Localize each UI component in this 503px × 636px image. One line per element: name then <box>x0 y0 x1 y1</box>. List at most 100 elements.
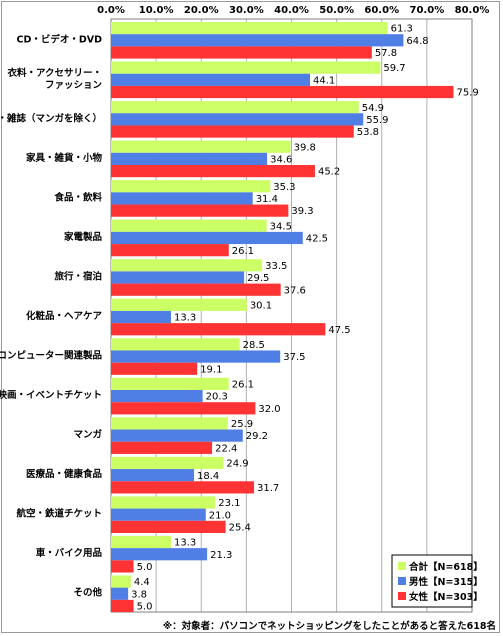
data-label: 3.8 <box>131 589 147 600</box>
bar <box>111 271 245 284</box>
category-label: 衣料・アクセサリー・ <box>7 67 102 79</box>
bar <box>111 259 263 272</box>
bar <box>111 390 203 403</box>
legend-entry: 女性【N=303】 <box>409 591 483 603</box>
data-label: 45.2 <box>318 167 340 178</box>
bar <box>111 73 311 86</box>
x-tick-label: 50.0% <box>319 5 354 16</box>
data-label: 47.5 <box>328 325 350 336</box>
data-label: 33.5 <box>265 261 287 272</box>
bar <box>111 165 315 178</box>
x-tick-label: 0.0% <box>97 5 125 16</box>
data-label: 42.5 <box>306 234 328 245</box>
bar <box>111 535 172 549</box>
bar <box>111 85 454 99</box>
bar <box>111 469 195 482</box>
data-label: 34.6 <box>270 155 292 166</box>
data-label: 29.5 <box>247 273 269 284</box>
data-label: 25.9 <box>231 419 253 430</box>
category-label: コンピューター関連製品 <box>0 350 102 362</box>
data-label: 24.9 <box>226 459 248 470</box>
bar <box>111 323 326 336</box>
bar <box>111 204 289 217</box>
bar <box>111 441 213 454</box>
category-label: 食品・飲料 <box>53 191 102 203</box>
bar <box>111 402 256 415</box>
category-label: 車・バイク用品 <box>36 547 102 559</box>
legend-swatch <box>398 592 406 600</box>
data-label: 31.7 <box>257 483 279 494</box>
data-label: 26.1 <box>232 246 254 257</box>
data-label: 35.3 <box>273 182 295 193</box>
x-tick-label: 30.0% <box>229 5 264 16</box>
category-label: 家具・雑貨・小物 <box>26 152 103 164</box>
data-label: 20.3 <box>206 392 228 403</box>
bar <box>111 125 354 138</box>
x-tick-label: 80.0% <box>455 5 490 16</box>
data-label: 18.4 <box>197 471 219 482</box>
bar <box>111 34 404 47</box>
category-label: 家電製品 <box>64 231 102 243</box>
data-label: 59.7 <box>383 63 405 74</box>
data-label: 32.0 <box>258 404 280 415</box>
bar <box>111 520 226 533</box>
bar <box>111 429 243 442</box>
bar <box>111 350 281 363</box>
bar <box>111 219 267 232</box>
category-label: その他 <box>73 587 102 599</box>
category-label: 旅行・宿泊 <box>54 270 102 282</box>
data-label: 5.0 <box>137 562 153 573</box>
data-label: 39.3 <box>291 206 313 217</box>
bar <box>111 575 131 588</box>
bar <box>111 180 271 193</box>
category-label: 書籍・雑誌（マンガを除く） <box>0 112 102 124</box>
category-label: ファッション <box>45 80 102 91</box>
bar <box>111 599 134 613</box>
bar <box>111 481 255 494</box>
bar <box>111 283 281 296</box>
bar <box>111 152 268 165</box>
legend-swatch <box>398 577 406 585</box>
data-label: 19.1 <box>200 364 222 375</box>
data-label: 37.6 <box>284 285 306 296</box>
data-label: 53.8 <box>357 127 379 138</box>
category-label: マンガ <box>73 429 102 441</box>
data-label: 30.1 <box>250 300 272 311</box>
x-tick-label: 10.0% <box>139 5 174 16</box>
legend-entry: 合計【N=618】 <box>409 561 483 573</box>
data-label: 57.8 <box>375 48 397 59</box>
bar <box>111 548 208 561</box>
bar <box>111 46 372 59</box>
category-label: 化粧品・ヘアケア <box>26 310 103 322</box>
data-label: 44.1 <box>313 75 335 86</box>
data-label: 55.9 <box>366 115 388 126</box>
data-label: 13.3 <box>174 538 196 549</box>
legend-swatch <box>398 562 406 570</box>
x-tick-label: 70.0% <box>410 5 445 16</box>
bar <box>111 417 228 430</box>
x-tick-label: 40.0% <box>274 5 309 16</box>
bar <box>111 560 134 573</box>
data-label: 26.1 <box>232 380 254 391</box>
data-label: 37.5 <box>283 352 305 363</box>
bar <box>111 362 198 375</box>
bar <box>111 101 359 114</box>
x-tick-label: 60.0% <box>364 5 399 16</box>
bar <box>111 140 291 153</box>
data-label: 5.0 <box>137 602 153 613</box>
bar <box>111 456 224 470</box>
data-label: 75.9 <box>456 88 478 99</box>
category-label: 映画・イベントチケット <box>0 389 102 401</box>
data-label: 34.5 <box>270 221 292 232</box>
category-label: 航空・鉄道チケット <box>16 508 102 520</box>
data-label: 54.9 <box>362 103 384 114</box>
data-label: 61.3 <box>391 24 413 35</box>
bar <box>111 231 303 245</box>
bar <box>111 113 364 126</box>
category-label: 医療品・健康食品 <box>26 468 102 480</box>
footnote: ※：対象者：パソコンでネットショッピングをしたことがあると答えた618名 <box>162 621 496 632</box>
data-label: 31.4 <box>256 194 278 205</box>
data-label: 39.8 <box>294 142 316 153</box>
